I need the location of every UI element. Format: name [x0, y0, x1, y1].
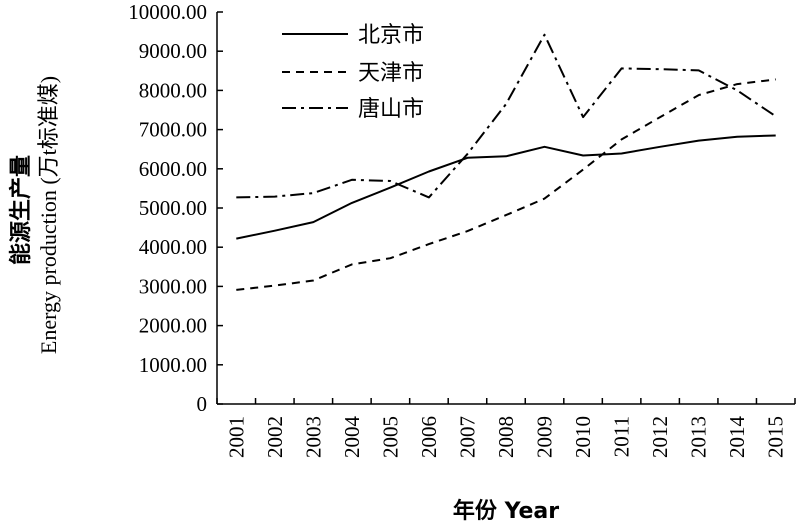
y-axis-title-en: Energy production (万t标准煤): [36, 76, 61, 354]
x-tick-label: 2006: [417, 416, 441, 458]
x-tick-label: 2001: [224, 416, 248, 458]
x-tick-label: 2003: [301, 416, 325, 458]
x-tick-label: 2004: [340, 416, 364, 459]
series-lines: [236, 33, 777, 291]
x-axis-title: 年份 Year: [453, 498, 559, 524]
y-axis-title-zh: 能源生产量: [8, 155, 34, 265]
y-tick-label: 8000.00: [139, 78, 207, 102]
legend-label-tianjin: 天津市: [358, 61, 424, 86]
x-tick-label: 2015: [764, 416, 788, 458]
series-line-2: [236, 33, 777, 199]
y-tick-label: 1000.00: [139, 353, 207, 377]
x-tick-label: 2011: [610, 416, 634, 457]
x-tick-label: 2014: [725, 416, 749, 459]
x-tick-label: 2013: [687, 416, 711, 458]
series-line-0: [236, 134, 776, 240]
y-tick-label: 5000.00: [139, 196, 207, 220]
series-line-1: [236, 78, 776, 291]
y-tick-label: 6000.00: [139, 157, 207, 181]
legend: 北京市 天津市 唐山市: [282, 23, 424, 122]
y-tick-label: 9000.00: [139, 39, 207, 63]
y-tick-label: 0: [197, 392, 208, 416]
y-tick-label: 4000.00: [139, 235, 207, 259]
x-tick-label: 2008: [494, 416, 518, 458]
y-tick-label: 7000.00: [139, 118, 207, 142]
x-axis-ticks: 2001 2002 2003 2004 2005 2006 2007 2008 2009 2010…: [216, 398, 796, 459]
y-axis-ticks: 0 1000.00 2000.00 3000.00 4000.00 5000.00 6000…: [128, 0, 223, 416]
legend-label-tangshan: 唐山市: [358, 97, 424, 122]
y-tick-label: 2000.00: [139, 314, 207, 338]
x-tick-label: 2010: [571, 416, 595, 458]
legend-label-beijing: 北京市: [358, 23, 424, 48]
x-tick-label: 2009: [533, 416, 557, 458]
x-tick-label: 2012: [648, 416, 672, 458]
x-tick-label: 2005: [378, 416, 402, 458]
y-tick-label: 3000.00: [139, 274, 207, 298]
x-tick-label: 2002: [263, 416, 287, 458]
y-tick-label: 10000.00: [128, 0, 207, 24]
x-tick-label: 2007: [455, 416, 479, 458]
